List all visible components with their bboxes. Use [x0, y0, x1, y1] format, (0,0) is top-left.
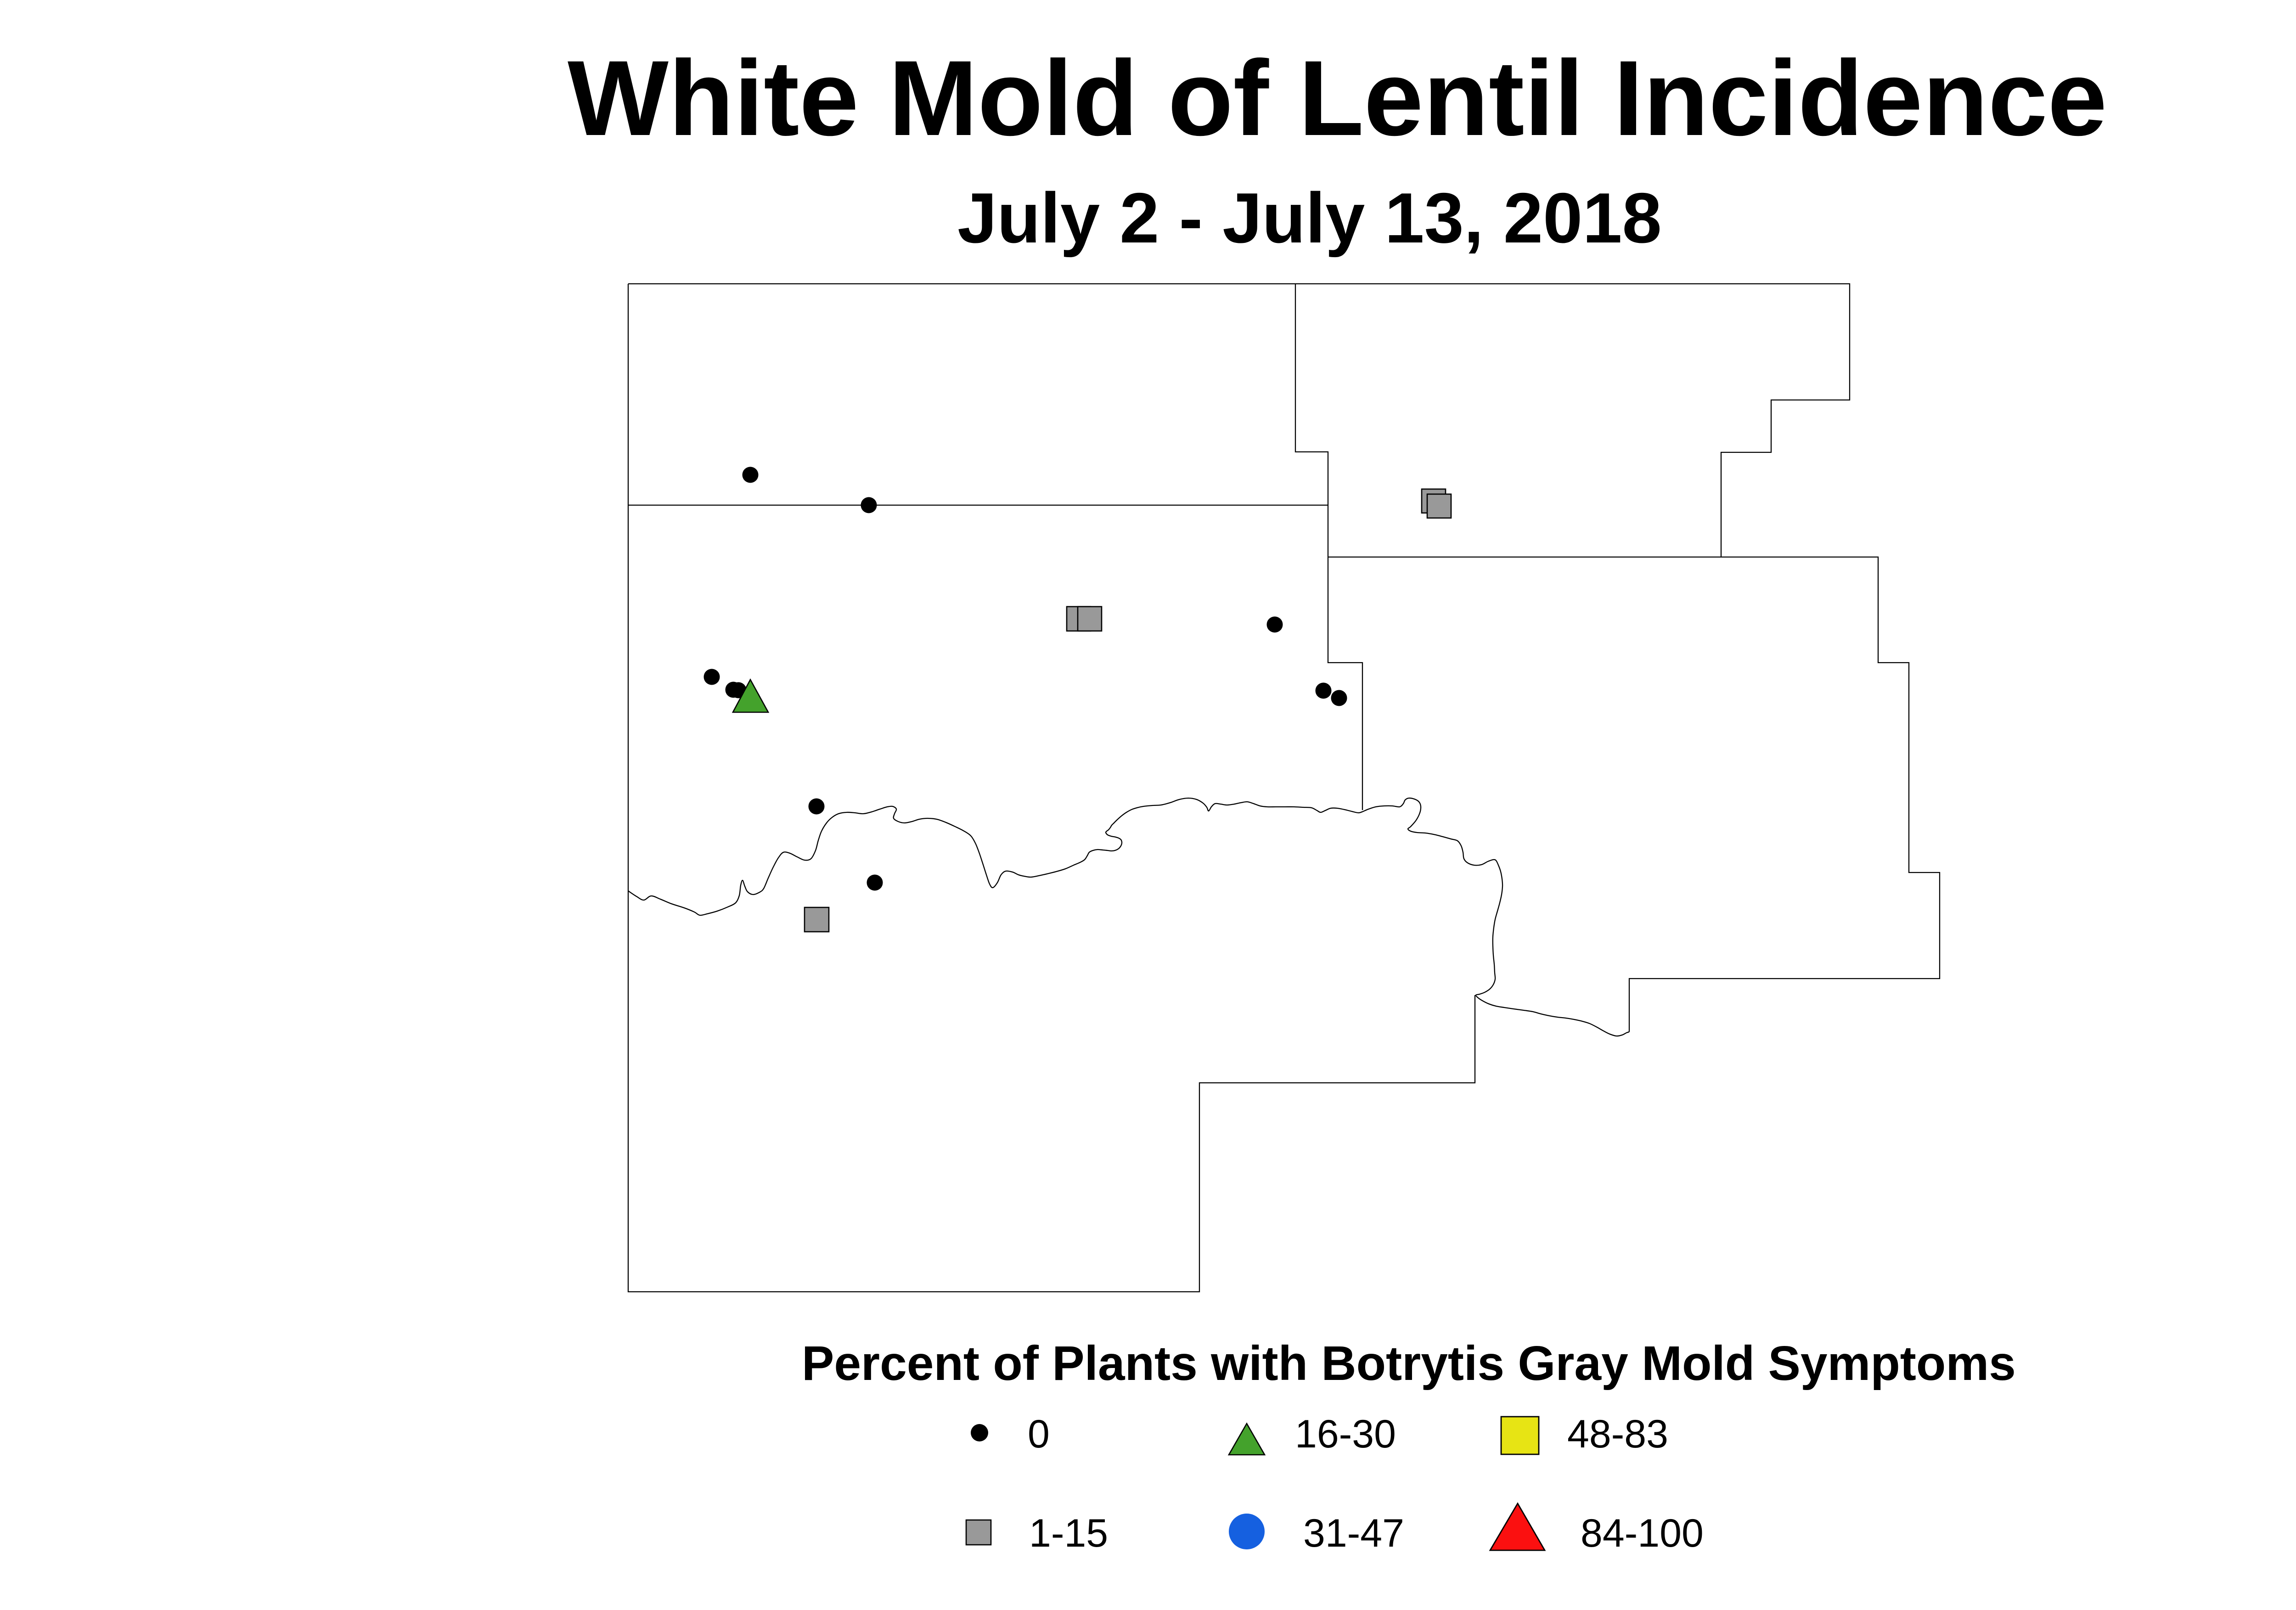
svg-text:48-83: 48-83: [1567, 1412, 1668, 1456]
svg-text:White Mold of Lentil Incidence: White Mold of Lentil Incidence: [568, 39, 2107, 158]
svg-text:31-47: 31-47: [1303, 1511, 1404, 1555]
svg-text:16-30: 16-30: [1295, 1412, 1396, 1456]
svg-text:84-100: 84-100: [1581, 1511, 1704, 1555]
svg-text:1-15: 1-15: [1029, 1511, 1108, 1555]
svg-text:July 2 - July 13, 2018: July 2 - July 13, 2018: [957, 178, 1662, 258]
svg-text:0: 0: [1028, 1412, 1050, 1456]
svg-text:Percent of Plants with Botryti: Percent of Plants with Botrytis Gray Mol…: [802, 1336, 2016, 1390]
